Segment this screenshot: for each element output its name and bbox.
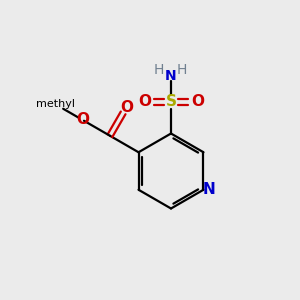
Text: O: O [120,100,133,115]
Text: N: N [165,69,177,82]
Text: O: O [191,94,204,110]
Text: O: O [76,112,89,128]
Text: methyl: methyl [36,99,75,109]
Text: S: S [166,94,176,110]
Text: H: H [154,63,164,77]
Text: N: N [202,182,215,197]
Text: O: O [138,94,151,110]
Text: H: H [176,63,187,77]
